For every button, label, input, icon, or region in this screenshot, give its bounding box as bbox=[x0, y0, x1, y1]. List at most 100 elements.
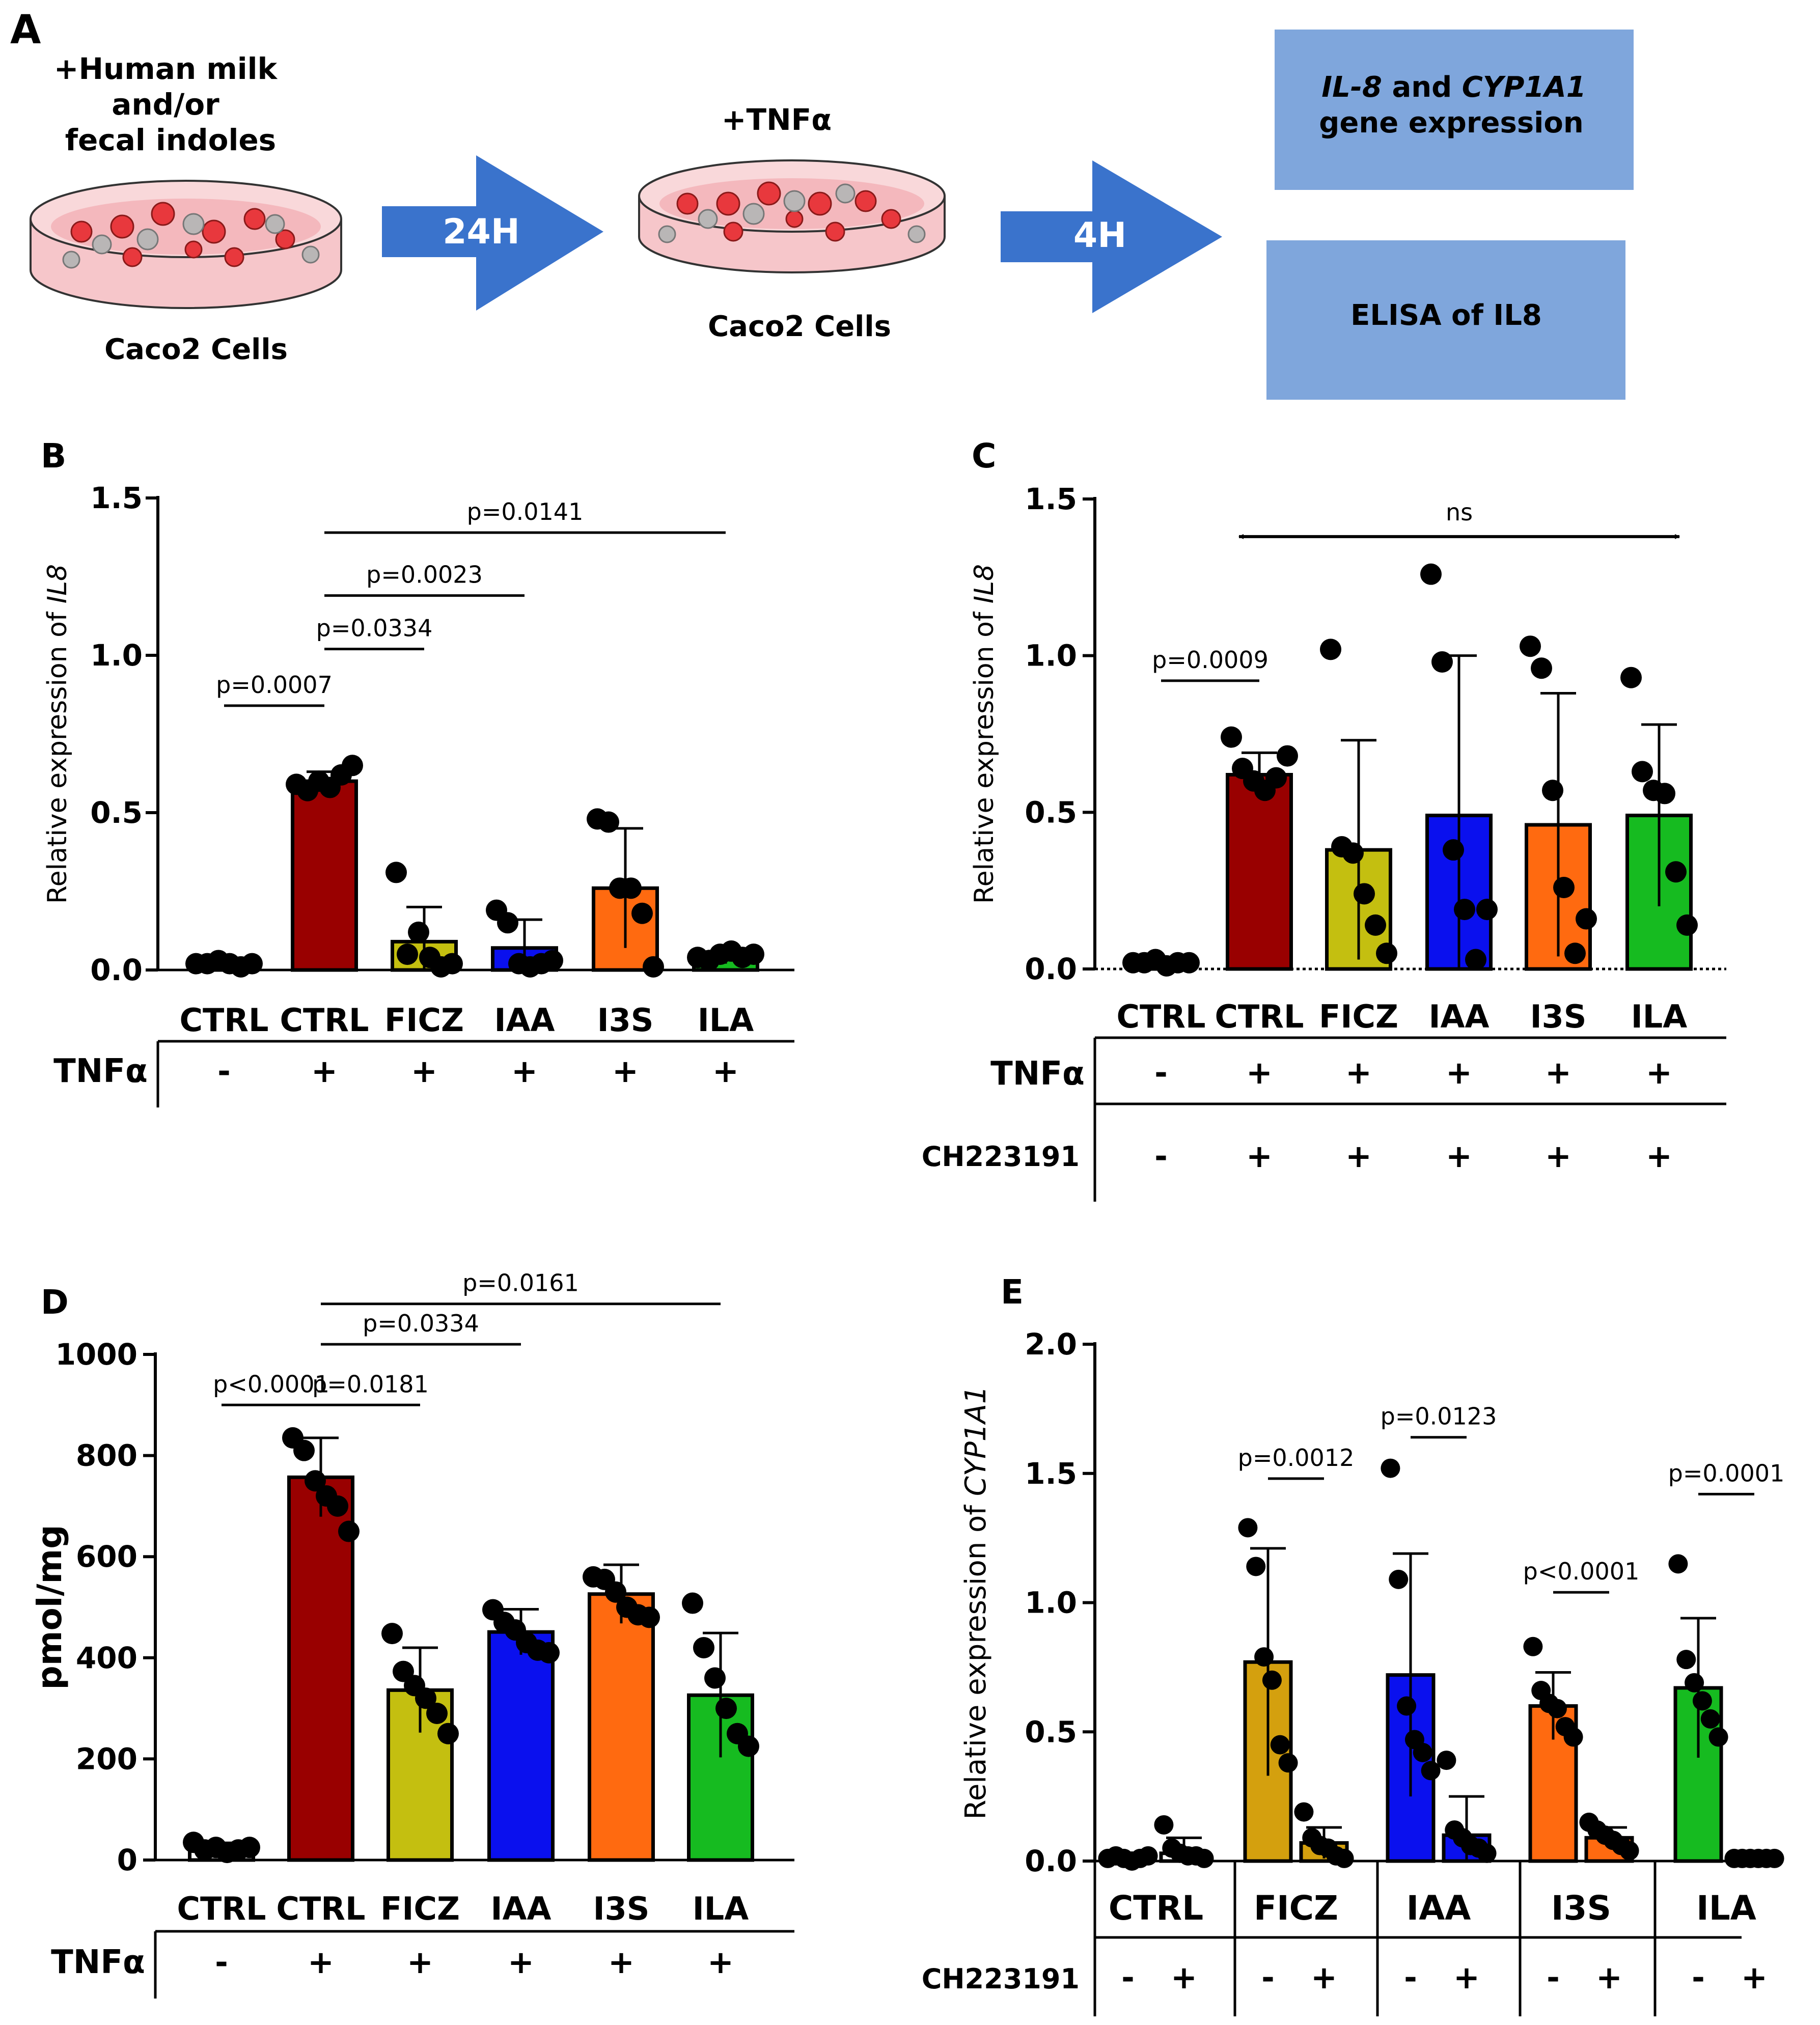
category-label: ILA bbox=[693, 1890, 749, 1927]
data-point bbox=[1676, 1650, 1696, 1670]
data-point bbox=[1564, 942, 1586, 964]
y-tick-label: 2.0 bbox=[1025, 1327, 1077, 1362]
category-label: ILA bbox=[698, 1002, 754, 1039]
data-point bbox=[1265, 767, 1287, 789]
data-point bbox=[305, 1470, 326, 1492]
data-point bbox=[1654, 783, 1675, 805]
data-point bbox=[426, 1703, 448, 1725]
data-point bbox=[1354, 883, 1375, 905]
data-point bbox=[241, 953, 263, 975]
data-point bbox=[1413, 1742, 1432, 1762]
data-point bbox=[1542, 780, 1563, 801]
category-label: FICZ bbox=[380, 1890, 460, 1927]
category-label: I3S bbox=[1530, 998, 1587, 1035]
data-point bbox=[338, 1520, 360, 1542]
p-value-label: p=0.0141 bbox=[467, 498, 584, 525]
data-point bbox=[1665, 861, 1687, 883]
y-tick-label: 0.5 bbox=[90, 795, 143, 830]
gene-cyp1a1-label: CYP1A1 bbox=[1462, 71, 1586, 104]
data-point bbox=[1476, 899, 1498, 921]
data-point bbox=[631, 902, 653, 924]
y-axis-label-prefix: Relative expression of bbox=[969, 603, 1000, 904]
culture-dish-1: Caco2 Cells bbox=[30, 180, 342, 366]
category-label: ILA bbox=[1696, 1889, 1756, 1928]
tnf-label: +TNFα bbox=[722, 102, 832, 137]
data-point bbox=[704, 1667, 726, 1689]
data-point bbox=[1262, 1670, 1282, 1690]
data-point bbox=[1477, 1843, 1497, 1863]
category-label: FICZ bbox=[384, 1002, 464, 1039]
ch-sign: - bbox=[1154, 1138, 1168, 1175]
data-point bbox=[1563, 1727, 1583, 1747]
ch-sign: + bbox=[1446, 1138, 1472, 1175]
data-point bbox=[1334, 1848, 1354, 1868]
data-point bbox=[1246, 1557, 1266, 1576]
arrow-24h-label: 24H bbox=[443, 212, 520, 252]
cells-label-1: Caco2 Cells bbox=[104, 333, 288, 366]
arrow-24h: 24H bbox=[382, 155, 603, 311]
data-point bbox=[1194, 1848, 1214, 1868]
data-point bbox=[1270, 1735, 1290, 1755]
y-axis-label: Relative expression of IL8 bbox=[969, 564, 1000, 904]
data-point bbox=[620, 877, 642, 899]
data-point bbox=[605, 1581, 626, 1603]
ch-sign: + bbox=[1646, 1138, 1672, 1175]
y-axis-label-prefix: Relative expression of bbox=[959, 1496, 992, 1819]
data-point bbox=[1692, 1691, 1712, 1711]
y-axis-label: pmol/mg bbox=[30, 1524, 69, 1689]
tnf-sign: + bbox=[707, 1944, 734, 1981]
data-point bbox=[1294, 1802, 1314, 1822]
y-tick-label: 1.5 bbox=[1025, 1456, 1077, 1491]
data-point bbox=[1420, 563, 1442, 585]
ch-sign: + bbox=[1453, 1959, 1480, 1996]
ch-sign: + bbox=[1311, 1959, 1337, 1996]
treatment-label-line3: fecal indoles bbox=[65, 123, 276, 157]
tnf-row-label: TNFα bbox=[990, 1055, 1085, 1093]
data-point bbox=[1685, 1673, 1704, 1693]
tnf-sign: + bbox=[1246, 1054, 1273, 1091]
bar bbox=[1226, 772, 1293, 971]
data-point bbox=[1632, 761, 1653, 783]
data-point bbox=[1254, 1647, 1274, 1667]
data-point bbox=[598, 811, 619, 833]
y-axis-label-gene: CYP1A1 bbox=[959, 1386, 992, 1496]
tnf-sign: + bbox=[508, 1944, 534, 1981]
category-label: I3S bbox=[1551, 1889, 1611, 1928]
readout-box-gene-expression: IL-8 and CYP1A1 gene expression bbox=[1275, 30, 1634, 190]
data-point bbox=[682, 1592, 703, 1614]
data-point bbox=[1397, 1696, 1417, 1716]
data-point bbox=[442, 953, 463, 975]
tnf-sign: + bbox=[1345, 1054, 1372, 1091]
data-point bbox=[1431, 651, 1453, 673]
y-tick-label: 1.5 bbox=[90, 481, 143, 515]
tnf-sign: - bbox=[217, 1052, 231, 1090]
p-value-label: p=0.0007 bbox=[216, 671, 333, 699]
data-point bbox=[1553, 877, 1575, 899]
category-label: IAA bbox=[1407, 1889, 1471, 1928]
tnf-sign: + bbox=[411, 1052, 437, 1090]
y-tick-label: 400 bbox=[76, 1641, 137, 1675]
ch-sign: - bbox=[1547, 1959, 1560, 1996]
y-tick-label: 0.5 bbox=[1025, 795, 1077, 829]
data-point bbox=[1700, 1709, 1720, 1729]
data-point bbox=[1676, 914, 1698, 936]
ch-sign: + bbox=[1596, 1959, 1622, 1996]
bar bbox=[291, 779, 358, 972]
y-tick-label: 0.0 bbox=[90, 953, 143, 987]
data-point bbox=[1531, 657, 1552, 679]
treatment-label-line1: +Human milk bbox=[54, 51, 278, 86]
category-label: ILA bbox=[1631, 998, 1688, 1035]
category-label: CTRL bbox=[179, 1002, 268, 1039]
tnf-sign: + bbox=[511, 1052, 538, 1090]
ch-sign: + bbox=[1741, 1959, 1768, 1996]
arrow-4h-label: 4H bbox=[1073, 215, 1126, 256]
y-tick-label: 0.0 bbox=[1025, 1844, 1077, 1878]
data-point bbox=[497, 912, 518, 934]
category-label: CTRL bbox=[276, 1890, 365, 1927]
chart-c: 0.0 0.5 1.0 1.5 Relative expression of IL8 p=… bbox=[922, 482, 1726, 1202]
p-value-label: p=0.0023 bbox=[366, 561, 483, 589]
tnf-sign: + bbox=[311, 1052, 338, 1090]
data-point bbox=[408, 921, 429, 943]
category-label: IAA bbox=[1428, 998, 1489, 1035]
